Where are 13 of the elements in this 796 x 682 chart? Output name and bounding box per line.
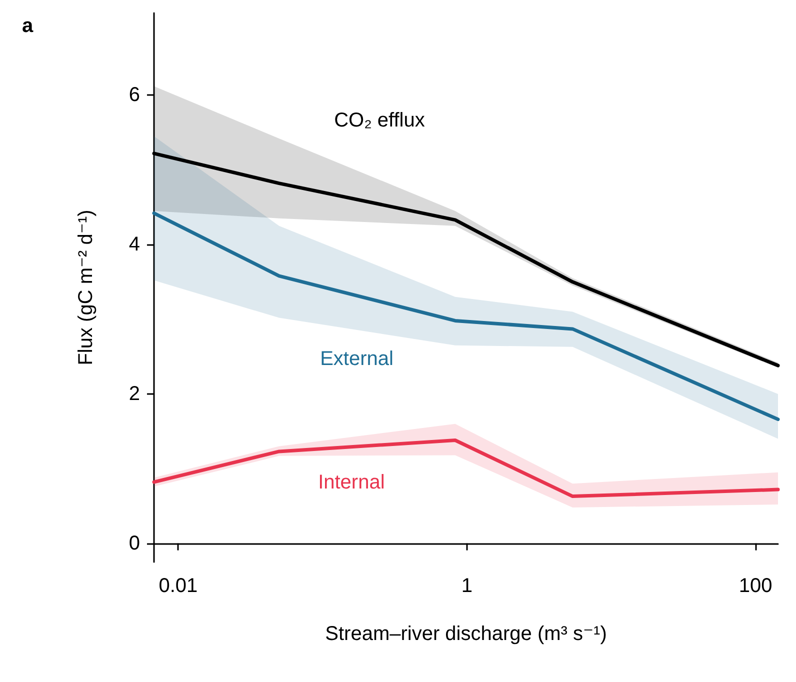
y-axis-title: Flux (gC m⁻² d⁻¹) — [75, 210, 97, 366]
x-tick-label: 100 — [738, 575, 772, 597]
y-tick-label: 2 — [128, 382, 140, 405]
y-tick-label: 0 — [128, 532, 140, 554]
x-tick-label: 0.01 — [158, 575, 198, 597]
x-axis-title: Stream–river discharge (m³ s⁻¹) — [325, 623, 607, 645]
y-tick-label: 4 — [128, 234, 140, 256]
y-tick-label: 6 — [128, 84, 140, 106]
text: a — [22, 15, 34, 37]
text: External — [320, 348, 394, 370]
text: CO₂ efflux — [334, 109, 425, 132]
x-tick-label: 1 — [461, 575, 472, 597]
series-label: Internal — [318, 471, 385, 494]
